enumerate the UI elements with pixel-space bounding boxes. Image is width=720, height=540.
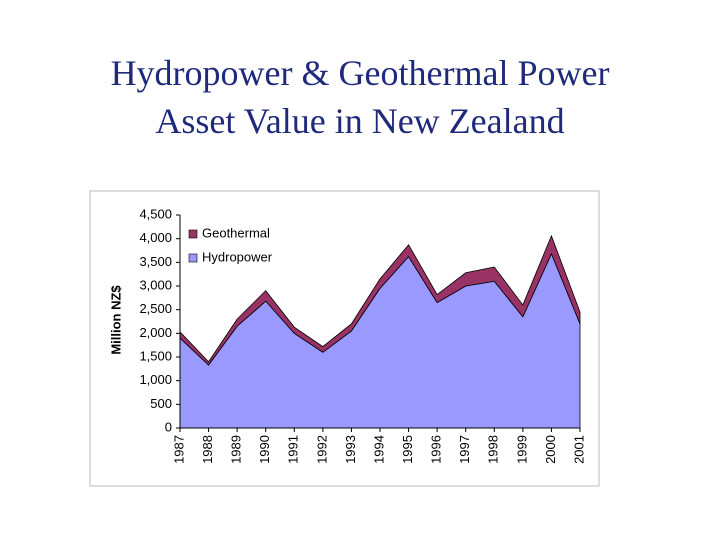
y-tick-label: 2,000	[139, 325, 172, 340]
title-line: Hydropower & Geothermal Power	[110, 53, 610, 93]
legend-swatch	[188, 253, 198, 263]
x-tick-label: 1993	[343, 435, 358, 464]
x-tick-label: 2001	[571, 435, 586, 464]
x-tick-label: 1992	[314, 435, 329, 464]
y-tick-label: 3,500	[139, 254, 172, 269]
y-tick-label: 1,500	[139, 348, 172, 363]
y-tick-label: 2,500	[139, 301, 172, 316]
y-tick-label: 3,000	[139, 277, 172, 292]
y-tick-label: 4,000	[139, 230, 172, 245]
y-tick-label: 500	[150, 396, 172, 411]
x-tick-label: 2000	[543, 435, 558, 464]
x-tick-label: 1997	[457, 435, 472, 464]
y-tick-label: 0	[165, 419, 172, 434]
area	[179, 234, 581, 366]
title-line: Asset Value in New Zealand	[155, 101, 565, 141]
y-tick-label: 4,500	[139, 206, 172, 221]
x-tick-label: 1987	[171, 435, 186, 464]
x-tick-label: 1998	[486, 435, 501, 464]
legend-label: Geothermal	[202, 225, 270, 240]
x-tick-label: 1999	[514, 435, 529, 464]
x-tick-label: 1988	[200, 435, 215, 464]
legend-swatch	[188, 229, 198, 239]
y-tick-label: 1,000	[139, 372, 172, 387]
y-axis-label: Million NZ$	[108, 285, 123, 355]
legend-label: Hydropower	[202, 249, 273, 264]
x-tick-label: 1994	[371, 435, 386, 464]
x-tick-label: 1989	[229, 435, 244, 464]
x-tick-label: 1991	[286, 435, 301, 464]
x-tick-label: 1996	[429, 435, 444, 464]
x-tick-label: 1995	[400, 435, 415, 464]
x-tick-label: 1990	[257, 435, 272, 464]
